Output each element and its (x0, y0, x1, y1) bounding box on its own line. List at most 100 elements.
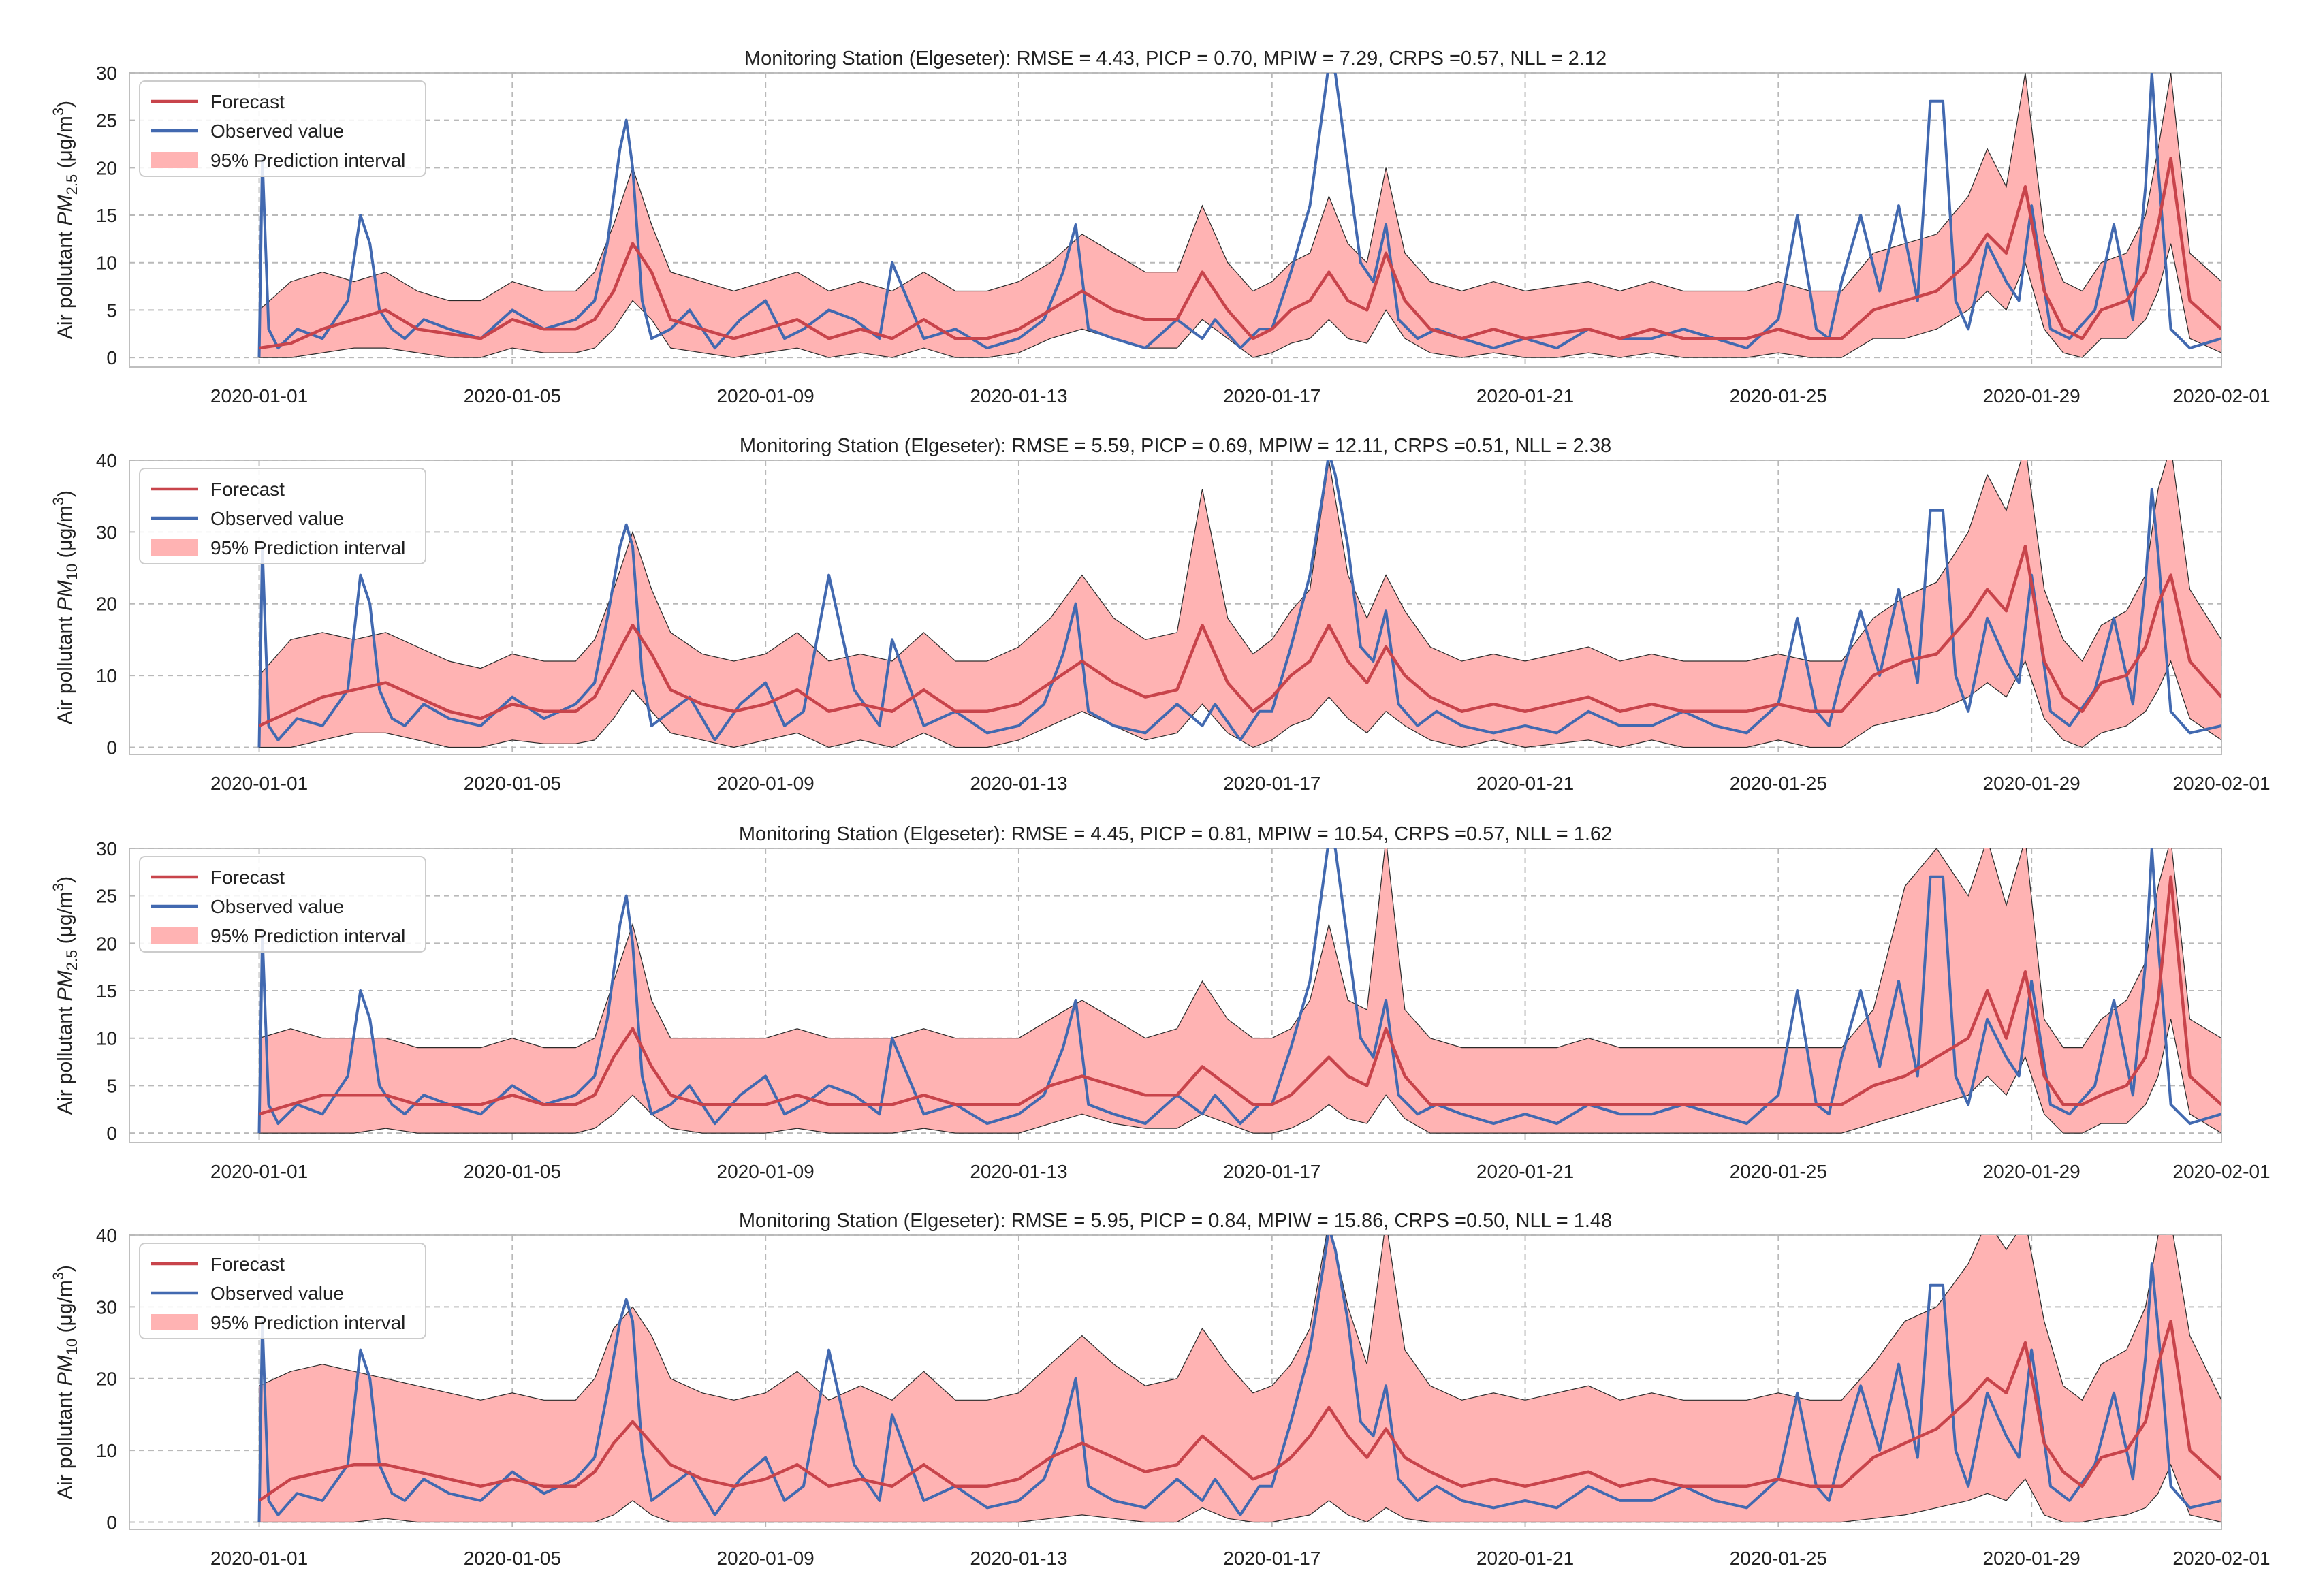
y-label-superscript: 3 (50, 883, 67, 891)
forecast-line (258, 545, 2221, 727)
legend-forecast-label: Forecast (210, 91, 285, 112)
legend-observed-label: Observed value (210, 896, 344, 917)
observed-line (257, 73, 2221, 358)
x-tick-label: 2020-01-25 (1730, 773, 1827, 794)
x-tick-label: 2020-01-25 (1730, 1161, 1827, 1182)
y-label-superscript: 3 (50, 1272, 67, 1280)
y-label-unit: (μg/m (54, 891, 76, 950)
chart-panel-3: Monitoring Station (Elgeseter): RMSE = 4… (50, 823, 2271, 1182)
y-tick-label: 15 (96, 980, 117, 1002)
y-label-close: ) (54, 876, 76, 883)
x-tick-label: 2020-01-09 (717, 773, 814, 794)
x-tick-label: 2020-01-09 (717, 1548, 814, 1569)
y-axis-label: Air pollutant PM2.5 (μg/m3) (50, 876, 80, 1115)
y-label-close: ) (54, 1265, 76, 1272)
x-tick-label: 2020-01-25 (1730, 1548, 1827, 1569)
x-tick-label: 2020-01-21 (1476, 773, 1574, 794)
legend-interval-label: 95% Prediction interval (210, 150, 405, 171)
y-axis-label: Air pollutant PM10 (μg/m3) (50, 1265, 80, 1499)
y-label-subscript: 10 (63, 1339, 80, 1355)
y-label-subscript: 10 (63, 564, 80, 580)
prediction-interval-band (258, 73, 2221, 358)
y-label-pm: PM (54, 970, 76, 1001)
y-tick-label: 20 (96, 157, 117, 178)
series-layer (257, 1235, 2221, 1523)
chart-panel-4: Monitoring Station (Elgeseter): RMSE = 5… (50, 1210, 2271, 1569)
series-layer (257, 73, 2221, 358)
x-tick-label: 2020-01-01 (210, 1161, 308, 1182)
y-label-subscript: 2.5 (63, 950, 80, 971)
legend-interval-label: 95% Prediction interval (210, 925, 405, 946)
x-tick-label: 2020-01-21 (1476, 385, 1574, 406)
y-label-prefix: Air pollutant (54, 1386, 76, 1499)
x-tick-label: 2020-01-13 (970, 773, 1067, 794)
x-tick-label: 2020-01-29 (1983, 773, 2080, 794)
legend-interval-swatch (151, 1314, 198, 1330)
y-label-prefix: Air pollutant (54, 1001, 76, 1115)
x-tick-label: 2020-01-21 (1476, 1548, 1574, 1569)
x-tick-label: 2020-01-29 (1983, 1161, 2080, 1182)
prediction-interval-band (258, 848, 2221, 1134)
y-axis-label: Air pollutant PM10 (μg/m3) (50, 490, 80, 724)
y-tick-label: 5 (106, 300, 117, 321)
prediction-interval-band (258, 460, 2221, 748)
legend-forecast-label: Forecast (210, 1254, 285, 1275)
series-layer (257, 460, 2221, 748)
legend-interval-label: 95% Prediction interval (210, 537, 405, 558)
chart-panel-2: Monitoring Station (Elgeseter): RMSE = 5… (50, 435, 2271, 794)
y-label-pm: PM (54, 195, 76, 225)
legend-forecast-label: Forecast (210, 479, 285, 500)
x-tick-label: 2020-01-29 (1983, 385, 2080, 406)
x-tick-label: 2020-01-17 (1223, 773, 1320, 794)
legend-box (139, 468, 426, 564)
y-tick-label: 0 (106, 1123, 117, 1144)
chart-title: Monitoring Station (Elgeseter): RMSE = 5… (740, 435, 1611, 457)
x-tick-label: 2020-01-21 (1476, 1161, 1574, 1182)
x-tick-label: 2020-01-09 (717, 385, 814, 406)
legend: Forecast Observed value 95% Prediction int… (139, 1243, 426, 1339)
y-tick-label: 30 (96, 63, 117, 84)
legend-box (139, 856, 426, 953)
prediction-interval-band (258, 1235, 2221, 1523)
y-label-prefix: Air pollutant (54, 225, 76, 339)
y-label-prefix: Air pollutant (54, 611, 76, 724)
chart-title: Monitoring Station (Elgeseter): RMSE = 4… (739, 823, 1612, 845)
y-tick-label: 10 (96, 1440, 117, 1461)
x-tick-label: 2020-01-17 (1223, 1548, 1320, 1569)
y-tick-label: 20 (96, 594, 117, 615)
legend-observed-label: Observed value (210, 1283, 344, 1304)
x-tick-label: 2020-01-01 (210, 1548, 308, 1569)
y-tick-label: 40 (96, 450, 117, 471)
y-axis-label: Air pollutant PM2.5 (μg/m3) (50, 101, 80, 339)
legend-interval-swatch (151, 539, 198, 556)
y-label-pm: PM (54, 1355, 76, 1386)
y-tick-label: 0 (106, 347, 117, 368)
legend: Forecast Observed value 95% Prediction int… (139, 80, 426, 177)
chart-title: Monitoring Station (Elgeseter): RMSE = 4… (744, 48, 1607, 69)
x-tick-label: 2020-01-17 (1223, 1161, 1320, 1182)
y-tick-label: 10 (96, 665, 117, 686)
forecast-line (258, 1320, 2221, 1502)
y-label-pm: PM (54, 580, 76, 611)
y-tick-label: 5 (106, 1075, 117, 1096)
observed-line (257, 1235, 2221, 1522)
y-label-unit: (μg/m (54, 505, 76, 564)
legend: Forecast Observed value 95% Prediction int… (139, 468, 426, 564)
x-tick-label: 2020-02-01 (2172, 1548, 2270, 1569)
observed-line (257, 460, 2221, 748)
y-tick-label: 20 (96, 933, 117, 954)
x-tick-label: 2020-01-17 (1223, 385, 1320, 406)
forecast-line (259, 157, 2221, 350)
y-label-subscript: 2.5 (63, 174, 80, 195)
y-tick-label: 25 (96, 110, 117, 131)
legend-observed-label: Observed value (210, 508, 344, 529)
legend: Forecast Observed value 95% Prediction int… (139, 856, 426, 953)
x-tick-label: 2020-01-05 (464, 1161, 561, 1182)
legend-box (139, 1243, 426, 1339)
y-label-superscript: 3 (50, 108, 67, 116)
x-tick-label: 2020-02-01 (2172, 773, 2270, 794)
x-tick-label: 2020-02-01 (2172, 385, 2270, 406)
y-label-superscript: 3 (50, 497, 67, 505)
legend-forecast-label: Forecast (210, 867, 285, 888)
x-tick-label: 2020-01-25 (1730, 385, 1827, 406)
